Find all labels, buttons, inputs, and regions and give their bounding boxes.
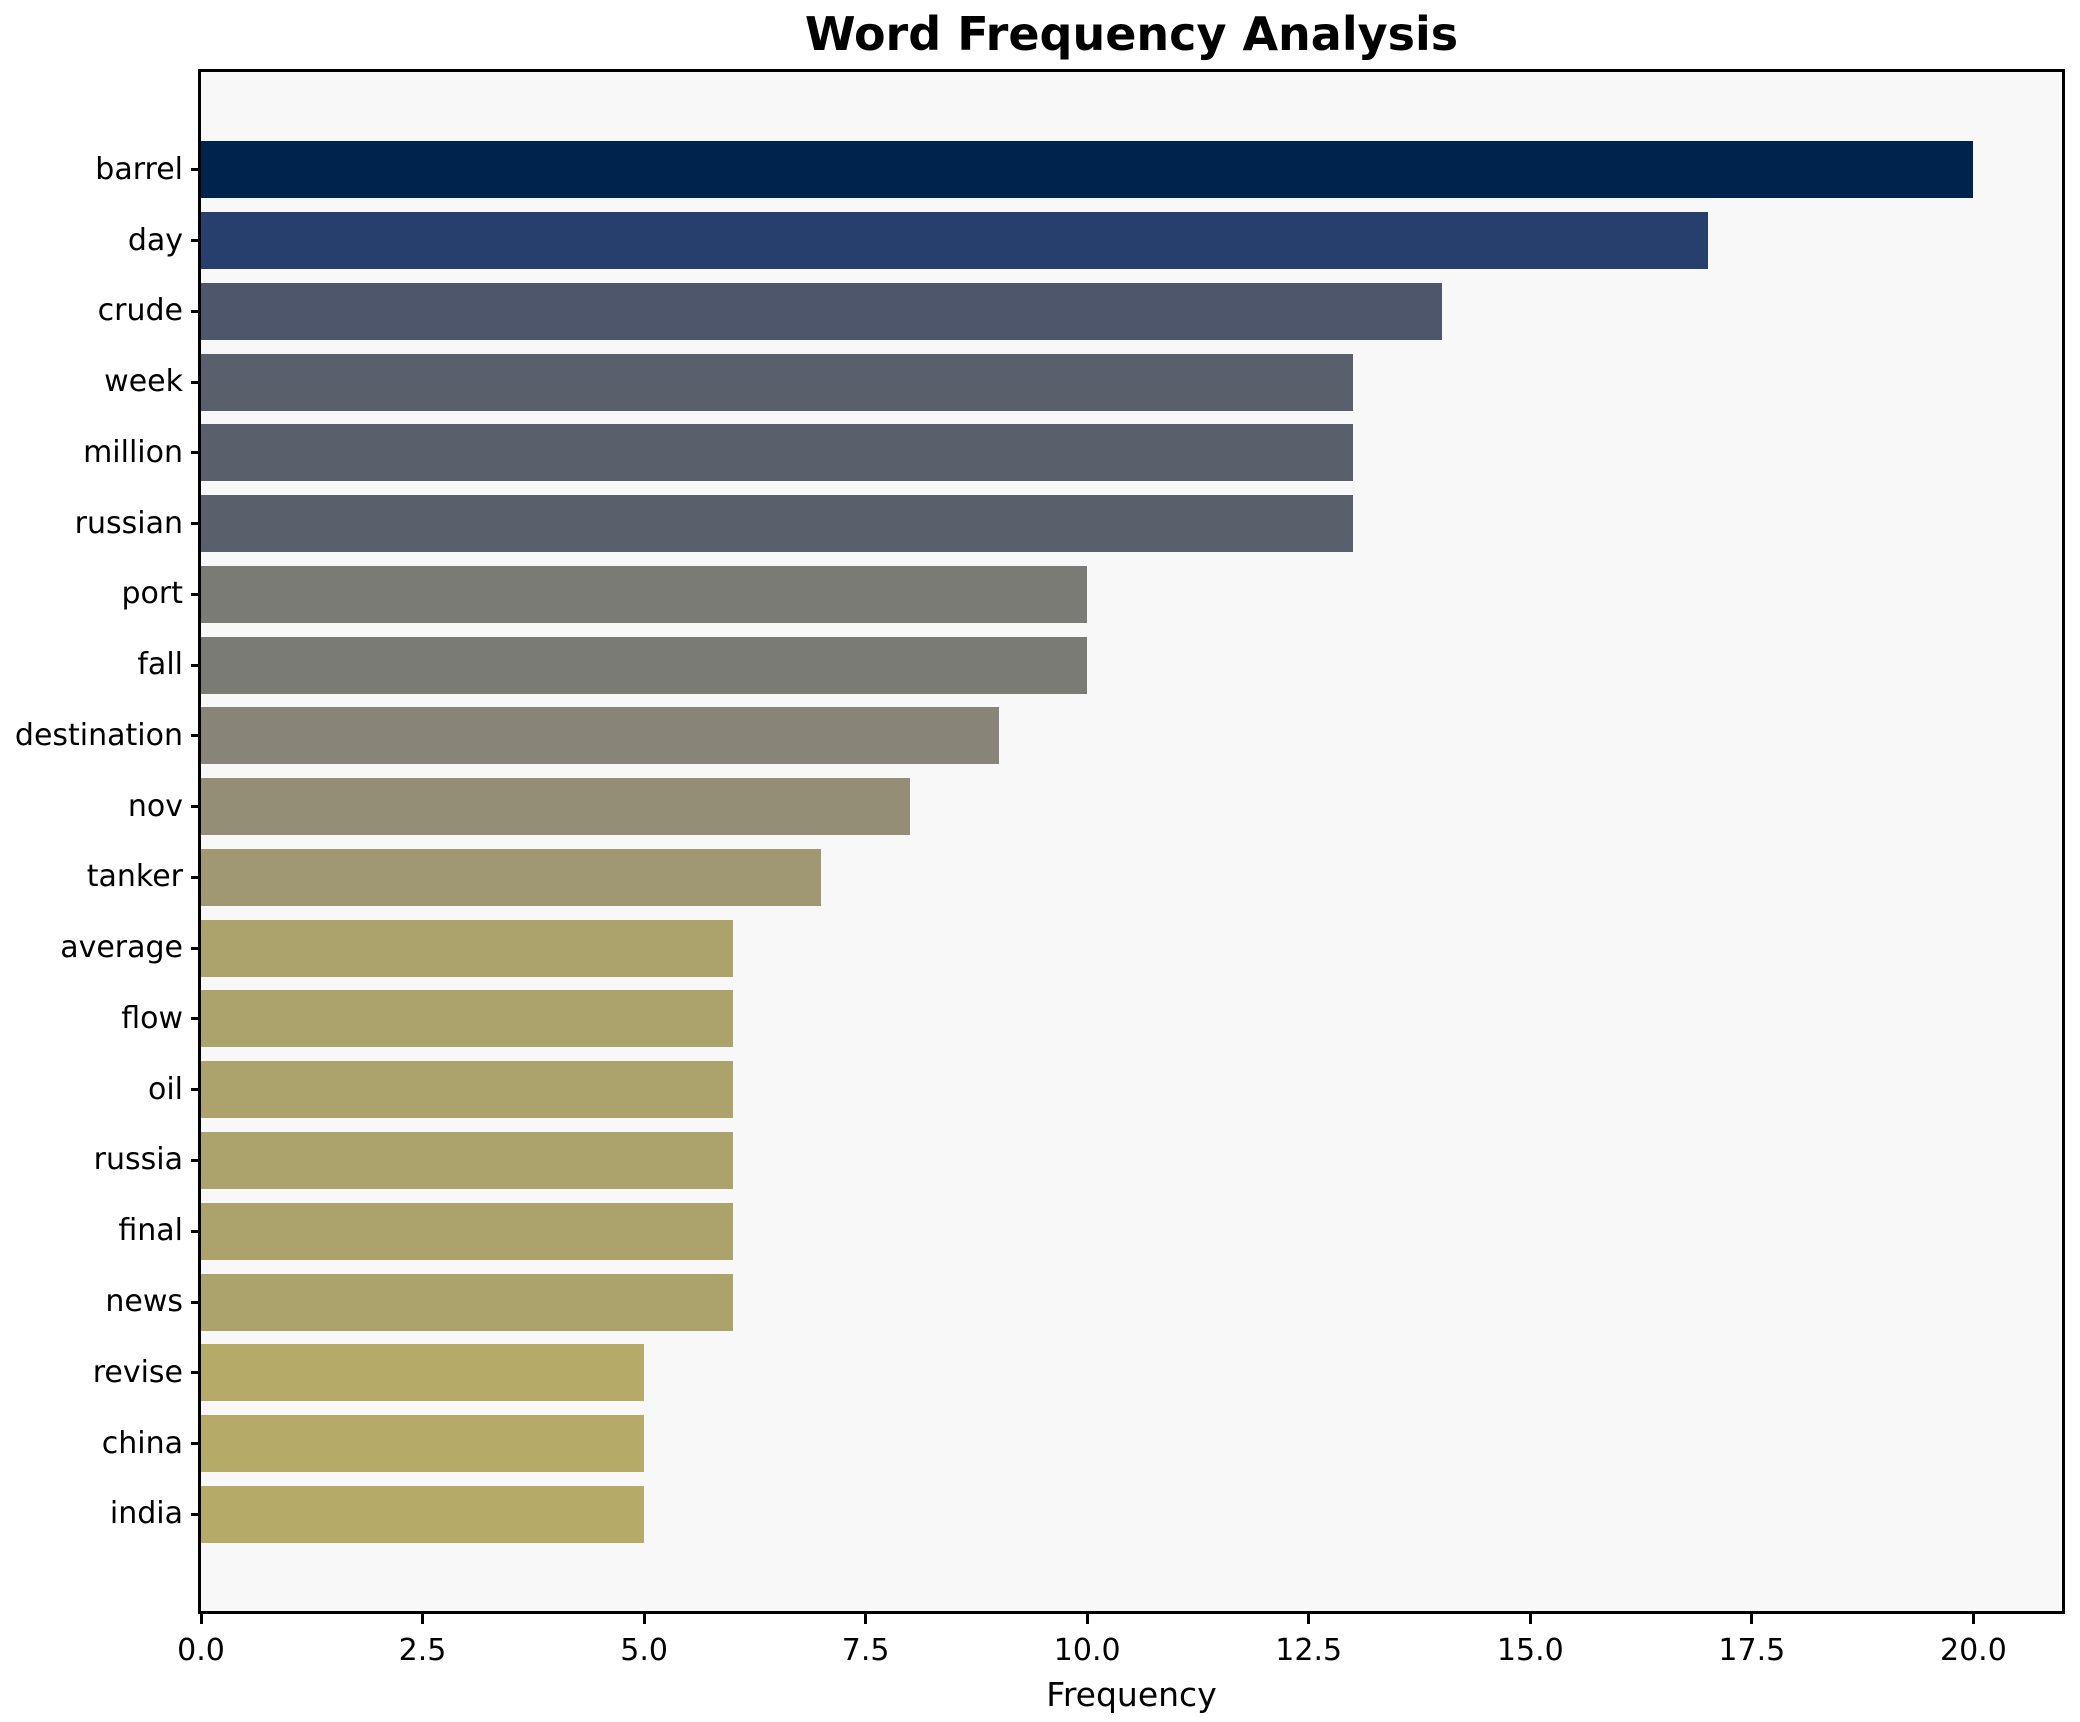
- x-tick-label: 20.0: [1939, 1633, 2007, 1668]
- x-tick: [864, 1614, 868, 1624]
- y-tick-label: million: [83, 434, 183, 470]
- x-tick-label: 15.0: [1496, 1633, 1564, 1668]
- x-tick: [1971, 1614, 1975, 1624]
- y-tick: [191, 309, 201, 313]
- y-tick-label: india: [109, 1496, 183, 1532]
- y-tick-label: average: [60, 930, 183, 966]
- x-tick: [421, 1614, 424, 1624]
- y-tick-label: crude: [97, 293, 183, 329]
- y-tick: [191, 1017, 201, 1021]
- y-tick: [191, 451, 201, 455]
- y-tick-label: news: [105, 1284, 183, 1319]
- bar-fall: [201, 636, 1088, 694]
- y-tick-label: flow: [121, 1000, 183, 1036]
- x-tick: [1307, 1614, 1311, 1624]
- bar-india: [201, 1485, 645, 1543]
- y-tick-label: day: [127, 222, 183, 258]
- bar-oil: [201, 1061, 733, 1119]
- bar-nov: [201, 778, 910, 836]
- y-tick-label: final: [118, 1213, 183, 1249]
- x-tick-label: 10.0: [1053, 1633, 1121, 1668]
- x-axis-title: Frequency: [1046, 1675, 1217, 1714]
- chart-title: Word Frequency Analysis: [804, 7, 1459, 61]
- y-tick: [191, 1300, 201, 1304]
- bar-news: [201, 1273, 733, 1331]
- x-tick-label: 2.5: [398, 1633, 447, 1668]
- y-tick: [191, 239, 201, 243]
- y-tick-label: fall: [137, 647, 183, 683]
- bar-russia: [201, 1131, 733, 1189]
- bar-tanker: [201, 848, 822, 906]
- bar-day: [201, 212, 1708, 270]
- bar-barrel: [201, 141, 1974, 199]
- bar-russian: [201, 495, 1353, 553]
- bar-port: [201, 565, 1088, 623]
- plot-area: [198, 69, 2065, 1614]
- y-tick-label: revise: [92, 1354, 183, 1390]
- x-tick-label: 17.5: [1718, 1633, 1786, 1668]
- y-tick: [191, 1158, 201, 1162]
- y-tick: [191, 1371, 201, 1375]
- x-tick-label: 7.5: [841, 1633, 890, 1668]
- y-tick-label: week: [104, 364, 183, 400]
- y-tick: [191, 1229, 201, 1233]
- x-tick-label: 12.5: [1275, 1633, 1343, 1668]
- bar-week: [201, 353, 1353, 411]
- bar-destination: [201, 707, 999, 765]
- x-tick: [1085, 1614, 1089, 1624]
- y-tick-label: china: [101, 1425, 183, 1461]
- x-tick: [642, 1614, 646, 1624]
- y-tick: [191, 734, 201, 738]
- y-tick-label: russia: [93, 1142, 183, 1178]
- y-tick: [191, 1088, 201, 1092]
- bar-final: [201, 1202, 733, 1260]
- y-tick: [191, 168, 201, 172]
- x-tick-label: 0.0: [177, 1633, 225, 1668]
- bar-flow: [201, 990, 733, 1048]
- x-tick-label: 5.0: [620, 1633, 668, 1668]
- bar-million: [201, 424, 1353, 482]
- y-tick-label: barrel: [95, 151, 183, 187]
- y-tick-label: port: [121, 576, 184, 612]
- y-tick: [191, 592, 201, 596]
- y-tick-label: tanker: [86, 859, 183, 895]
- y-tick: [191, 663, 201, 667]
- y-tick: [191, 1512, 201, 1516]
- y-tick-label: russian: [74, 505, 183, 541]
- bar-china: [201, 1415, 645, 1472]
- y-tick-label: destination: [14, 717, 183, 753]
- y-tick-label: oil: [147, 1071, 183, 1107]
- y-tick: [191, 875, 201, 879]
- y-tick: [191, 946, 201, 950]
- x-tick: [1528, 1614, 1532, 1624]
- bar-crude: [201, 282, 1442, 340]
- x-tick: [199, 1614, 203, 1624]
- bar-revise: [201, 1344, 645, 1402]
- y-tick: [191, 522, 201, 526]
- bar-average: [201, 919, 733, 977]
- y-tick-label: nov: [127, 788, 183, 824]
- y-tick: [191, 380, 201, 384]
- y-tick: [191, 1442, 201, 1445]
- y-tick: [191, 805, 201, 809]
- x-tick: [1750, 1614, 1754, 1624]
